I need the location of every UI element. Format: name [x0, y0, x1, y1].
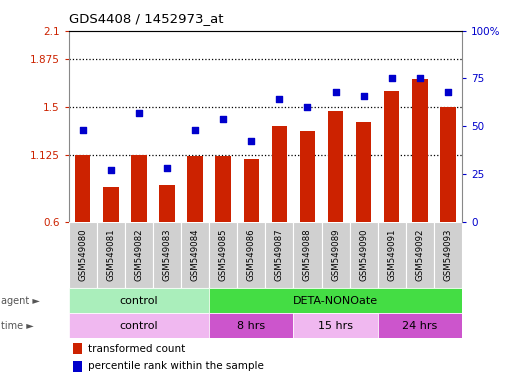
- Text: GSM549088: GSM549088: [303, 229, 312, 281]
- Bar: [356, 122, 371, 222]
- Text: GSM549093: GSM549093: [444, 229, 452, 281]
- Point: [303, 104, 312, 110]
- Text: transformed count: transformed count: [88, 344, 185, 354]
- Text: GSM549090: GSM549090: [359, 229, 368, 281]
- Text: control: control: [119, 296, 158, 306]
- Bar: [328, 111, 343, 222]
- Bar: [209, 288, 462, 313]
- Bar: [322, 222, 350, 288]
- Text: percentile rank within the sample: percentile rank within the sample: [88, 361, 263, 371]
- Text: GSM549083: GSM549083: [163, 229, 172, 281]
- Text: GSM549092: GSM549092: [416, 229, 425, 281]
- Bar: [209, 222, 237, 288]
- Bar: [237, 222, 265, 288]
- Text: GSM549089: GSM549089: [331, 229, 340, 281]
- Bar: [378, 313, 462, 338]
- Text: GSM549085: GSM549085: [219, 229, 228, 281]
- Point: [135, 110, 143, 116]
- Point: [107, 167, 115, 173]
- Point: [360, 93, 368, 99]
- Bar: [181, 222, 209, 288]
- Bar: [440, 107, 456, 222]
- Bar: [209, 313, 294, 338]
- Bar: [265, 222, 294, 288]
- Text: 15 hrs: 15 hrs: [318, 321, 353, 331]
- Bar: [187, 156, 203, 222]
- Bar: [69, 313, 209, 338]
- Bar: [72, 361, 82, 372]
- Bar: [378, 222, 406, 288]
- Text: agent ►: agent ►: [1, 296, 40, 306]
- Point: [275, 96, 284, 103]
- Point: [388, 75, 396, 81]
- Bar: [69, 222, 97, 288]
- Point: [247, 138, 256, 144]
- Point: [79, 127, 87, 133]
- Text: 24 hrs: 24 hrs: [402, 321, 438, 331]
- Text: GSM549091: GSM549091: [387, 229, 396, 281]
- Bar: [412, 79, 428, 222]
- Bar: [69, 288, 209, 313]
- Text: GSM549086: GSM549086: [247, 229, 256, 281]
- Bar: [75, 155, 90, 222]
- Bar: [243, 159, 259, 222]
- Point: [444, 89, 452, 95]
- Text: GSM549080: GSM549080: [78, 229, 87, 281]
- Bar: [215, 156, 231, 222]
- Point: [332, 89, 340, 95]
- Bar: [434, 222, 462, 288]
- Bar: [294, 313, 378, 338]
- Bar: [125, 222, 153, 288]
- Bar: [271, 126, 287, 222]
- Bar: [384, 91, 400, 222]
- Text: GSM549084: GSM549084: [191, 229, 200, 281]
- Text: 8 hrs: 8 hrs: [237, 321, 266, 331]
- Bar: [72, 343, 82, 354]
- Text: control: control: [119, 321, 158, 331]
- Text: GSM549082: GSM549082: [135, 229, 144, 281]
- Bar: [406, 222, 434, 288]
- Bar: [103, 187, 118, 222]
- Point: [219, 116, 228, 122]
- Text: DETA-NONOate: DETA-NONOate: [293, 296, 378, 306]
- Point: [191, 127, 199, 133]
- Text: time ►: time ►: [1, 321, 34, 331]
- Bar: [294, 222, 322, 288]
- Text: GSM549087: GSM549087: [275, 229, 284, 281]
- Bar: [131, 156, 147, 222]
- Point: [163, 165, 171, 171]
- Bar: [300, 131, 315, 222]
- Bar: [159, 185, 175, 222]
- Text: GDS4408 / 1452973_at: GDS4408 / 1452973_at: [69, 12, 223, 25]
- Bar: [153, 222, 181, 288]
- Point: [416, 75, 424, 81]
- Bar: [97, 222, 125, 288]
- Bar: [350, 222, 378, 288]
- Text: GSM549081: GSM549081: [106, 229, 115, 281]
